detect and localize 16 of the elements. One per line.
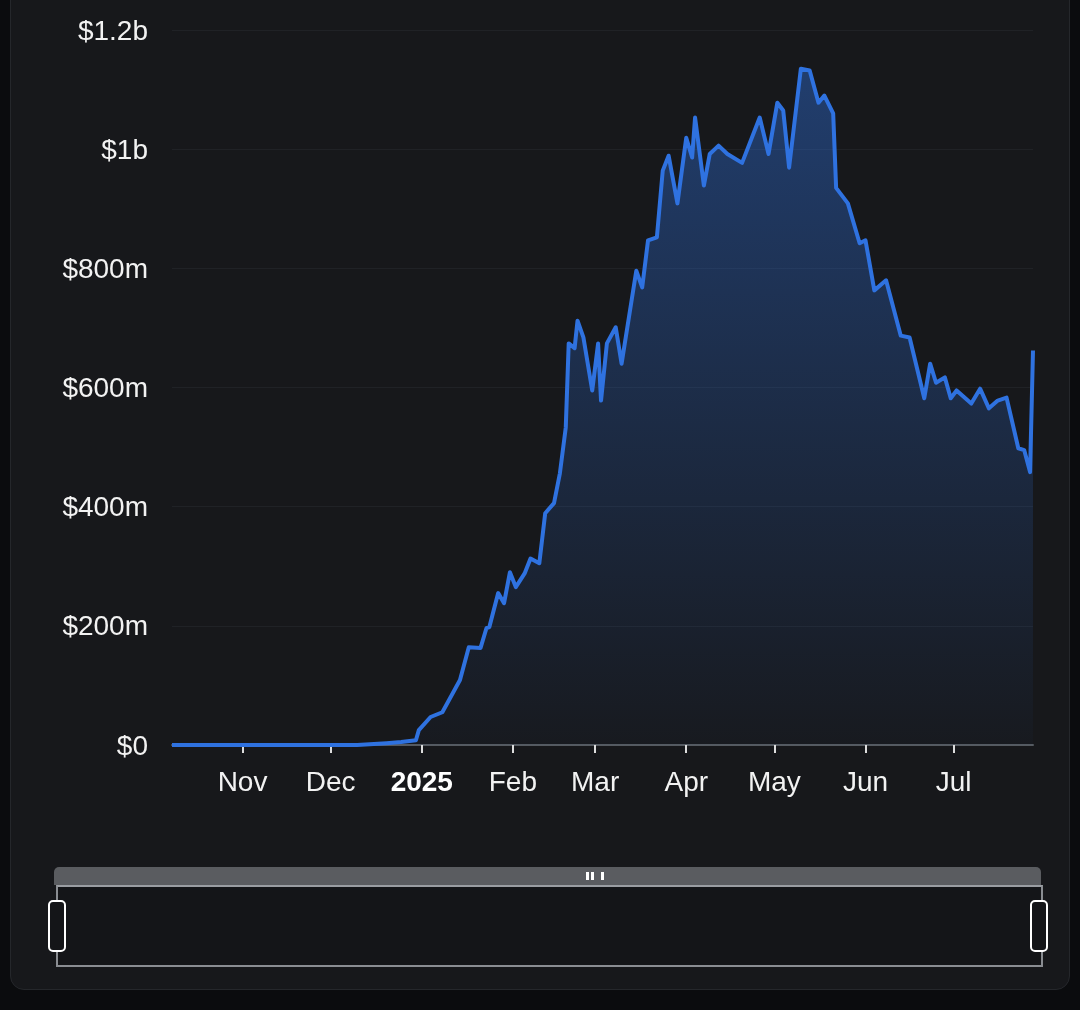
x-tick-label: Jun (842, 765, 889, 797)
y-tick-label: $600m (62, 372, 148, 403)
y-tick-label: $0 (116, 729, 148, 761)
x-tick-label: Dec (305, 765, 356, 797)
x-tick-label: Jul (935, 765, 972, 797)
x-tick-label: May (747, 765, 801, 797)
y-tick-label: $1b (101, 133, 148, 165)
y-tick-label: $400m (62, 491, 148, 523)
x-tick-label: 2025 (390, 765, 453, 797)
y-tick-label: $1.2b (77, 14, 148, 46)
x-tick-label: Apr (664, 765, 709, 797)
y-tick-label: $200m (62, 610, 148, 642)
x-tick-label: Feb (488, 765, 537, 797)
y-tick-label: $800m (62, 252, 148, 284)
x-tick-label: Mar (571, 765, 620, 797)
x-tick-label: Nov (217, 765, 268, 797)
